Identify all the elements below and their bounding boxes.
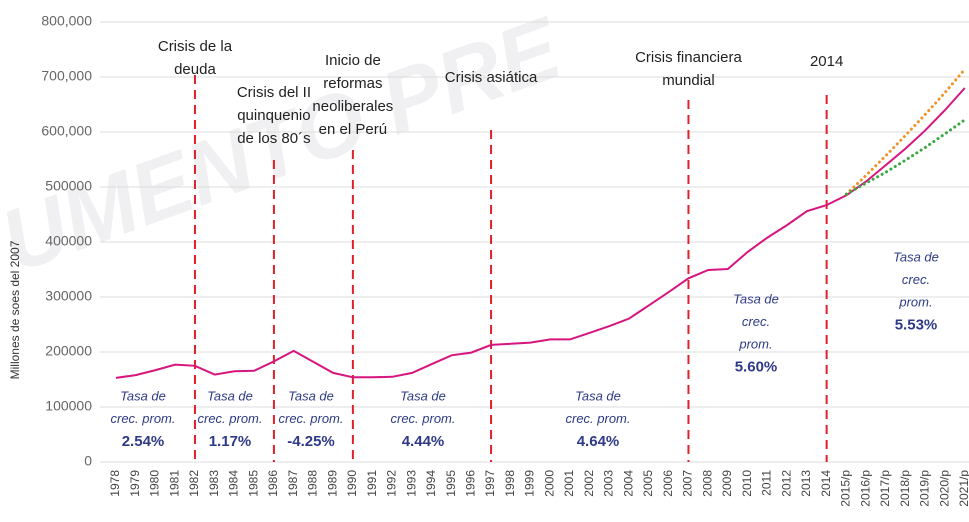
x-tick-label: 1994 [424, 470, 438, 497]
growth-label: crec. [742, 314, 770, 329]
y-tick-label: 400000 [45, 233, 92, 249]
x-tick-label: 1997 [483, 470, 497, 497]
event-label: Crisis de la [158, 38, 233, 55]
x-tick-label: 2014 [819, 470, 833, 497]
growth-label: Tasa de [207, 388, 253, 403]
growth-label: crec. prom. [565, 411, 630, 426]
x-tick-label: 1993 [404, 470, 418, 497]
growth-label: crec. prom. [390, 411, 455, 426]
x-tick-label: 1990 [345, 470, 359, 497]
growth-label: crec. prom. [197, 411, 262, 426]
x-tick-label: 1996 [463, 470, 477, 497]
y-tick-label: 0 [84, 453, 92, 469]
y-tick-label: 200000 [45, 343, 92, 359]
y-tick-label: 600,000 [41, 123, 92, 139]
growth-label: crec. prom. [110, 411, 175, 426]
x-tick-label: 1992 [385, 470, 399, 497]
event-label: en el Perú [319, 121, 387, 138]
growth-label: Tasa de [575, 388, 621, 403]
growth-label: prom. [898, 294, 932, 309]
x-tick-label: 1998 [503, 470, 517, 497]
event-label: Crisis financiera [635, 49, 742, 66]
x-tick-label: 2011 [760, 470, 774, 496]
growth-label: Tasa de [400, 388, 446, 403]
x-tick-label: 1979 [128, 470, 142, 497]
x-tick-label: 2000 [542, 470, 556, 497]
y-tick-label: 800,000 [41, 13, 92, 29]
x-tick-label: 1984 [227, 470, 241, 497]
event-label: Crisis del II [237, 84, 311, 101]
y-tick-label: 100000 [45, 398, 92, 414]
event-label: neoliberales [312, 98, 393, 115]
growth-label: Tasa de [733, 291, 779, 306]
x-tick-label: 1989 [325, 470, 339, 497]
event-label: Inicio de [325, 52, 381, 69]
x-tick-label: 2021/p [957, 470, 969, 507]
growth-label: prom. [738, 336, 772, 351]
x-tick-label: 1988 [306, 470, 320, 497]
y-tick-label: 300000 [45, 288, 92, 304]
x-tick-label: 1999 [523, 470, 537, 497]
x-tick-label: 2006 [661, 470, 675, 497]
x-tick-label: 2005 [641, 470, 655, 497]
x-tick-label: 2002 [582, 470, 596, 497]
x-tick-label: 1995 [444, 470, 458, 497]
growth-value: 1.17% [209, 433, 252, 450]
growth-label: Tasa de [288, 388, 334, 403]
x-tick-label: 2015/p [839, 470, 853, 507]
x-tick-label: 2004 [621, 470, 635, 497]
growth-value: 2.54% [122, 433, 165, 450]
growth-label: crec. prom. [278, 411, 343, 426]
event-label: mundial [662, 72, 715, 89]
growth-value: 5.53% [895, 316, 938, 333]
series-line [115, 87, 966, 379]
x-tick-label: 2016/p [858, 470, 872, 507]
y-tick-label: 700,000 [41, 68, 92, 84]
x-tick-label: 2017/p [878, 470, 892, 507]
x-tick-label: 2010 [740, 470, 754, 497]
event-label: Crisis asiática [445, 69, 538, 86]
growth-value: 4.44% [402, 433, 445, 450]
x-tick-label: 1987 [286, 470, 300, 497]
y-axis-label: Millones de soes del 2007 [8, 240, 22, 379]
growth-label: Tasa de [893, 249, 939, 264]
event-label: reformas [323, 75, 382, 92]
x-tick-label: 1983 [207, 470, 221, 497]
series-line [844, 118, 967, 196]
x-tick-label: 2018/p [898, 470, 912, 507]
growth-value: -4.25% [287, 433, 335, 450]
x-tick-label: 1982 [187, 470, 201, 497]
x-tick-label: 1985 [246, 470, 260, 497]
x-tick-label: 2009 [720, 470, 734, 497]
x-tick-label: 2001 [562, 470, 576, 497]
y-tick-label: 500000 [45, 178, 92, 194]
growth-value: 4.64% [577, 433, 620, 450]
x-tick-label: 1991 [365, 470, 379, 497]
series-line [844, 67, 967, 196]
x-tick-label: 1978 [108, 470, 122, 497]
growth-label: Tasa de [120, 388, 166, 403]
x-tick-label: 2020/p [937, 470, 951, 507]
x-tick-label: 2012 [779, 470, 793, 497]
x-tick-label: 2003 [602, 470, 616, 497]
x-tick-label: 2007 [681, 470, 695, 497]
growth-value: 5.60% [735, 358, 778, 375]
x-tick-label: 1980 [148, 470, 162, 497]
event-label: deuda [174, 61, 216, 78]
x-tick-label: 2008 [700, 470, 714, 497]
x-tick-label: 1986 [266, 470, 280, 497]
event-label: 2014 [810, 53, 843, 70]
x-tick-label: 2013 [799, 470, 813, 497]
growth-label: crec. [902, 272, 930, 287]
event-label: de los 80´s [237, 130, 310, 147]
event-label: quinquenio [237, 107, 310, 124]
x-tick-label: 2019/p [918, 470, 932, 507]
x-tick-label: 1981 [167, 470, 181, 497]
